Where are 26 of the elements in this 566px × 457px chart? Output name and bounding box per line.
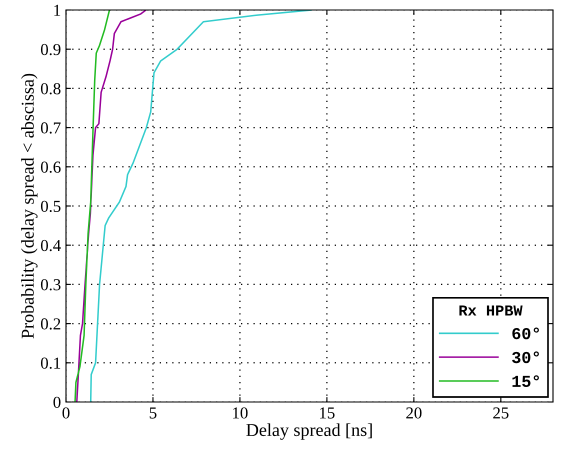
line-series bbox=[90, 10, 312, 402]
y-tick-label: 0.6 bbox=[40, 162, 61, 173]
y-tick-label: 0.2 bbox=[40, 318, 60, 330]
legend-label: 15° bbox=[512, 375, 539, 388]
y-tick-label: 0 bbox=[53, 396, 61, 408]
y-tick-label: 0.8 bbox=[40, 83, 61, 94]
line-series bbox=[74, 10, 110, 402]
y-tick-label: 0.4 bbox=[40, 240, 61, 252]
x-tick-label: 0 bbox=[62, 407, 70, 419]
legend-label: 60° bbox=[512, 328, 539, 340]
x-tick-label: 15 bbox=[320, 407, 335, 419]
y-tick-label: 0.3 bbox=[40, 279, 60, 290]
line-series bbox=[76, 10, 147, 402]
legend-label: 30° bbox=[512, 351, 539, 364]
y-tick-label: 0.7 bbox=[40, 122, 61, 134]
x-axis-title: Delay spread [ns] bbox=[246, 423, 372, 440]
x-tick-label: 5 bbox=[150, 408, 156, 419]
y-tick-label: 0.9 bbox=[40, 44, 60, 56]
x-tick-label: 25 bbox=[493, 407, 509, 419]
x-tick-label: 20 bbox=[406, 407, 422, 419]
y-tick-label: 0.1 bbox=[40, 358, 60, 369]
y-tick-label: 0.5 bbox=[40, 200, 60, 212]
y-axis-title: Probability (delay spread < abscissa) bbox=[21, 74, 38, 338]
legend-title: Rx HPBW bbox=[459, 305, 523, 316]
y-tick-label: 1 bbox=[54, 4, 60, 16]
x-tick-label: 10 bbox=[233, 407, 248, 419]
